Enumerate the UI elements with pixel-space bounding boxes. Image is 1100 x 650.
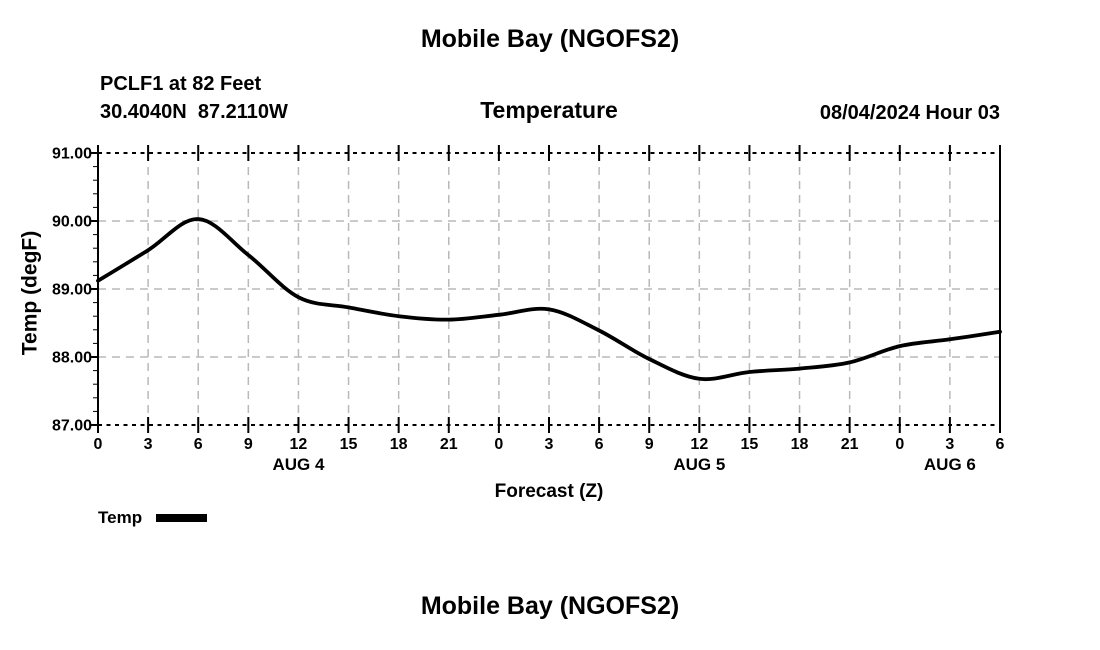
series — [96, 217, 1002, 382]
x-tick-label: 0 — [94, 436, 103, 453]
station-coordinates: 30.4040N 87.2110W — [100, 101, 288, 123]
x-tick-label: 6 — [595, 436, 604, 453]
y-tick-label: 91.00 — [52, 146, 92, 163]
x-tick-label: 15 — [340, 436, 358, 453]
x-tick-label: 3 — [945, 436, 954, 453]
next-page-title: Mobile Bay (NGOFS2) — [420, 592, 680, 620]
station-name: PCLF1 at 82 Feet — [100, 73, 262, 95]
y-tick-labels: 87.00 88.00 89.00 90.00 91.00 — [52, 146, 92, 435]
y-tick-label: 90.00 — [52, 214, 92, 231]
day-label: AUG 6 — [924, 455, 976, 474]
day-labels: AUG 4 AUG 5 AUG 6 — [272, 455, 975, 474]
x-tick-label: 21 — [841, 436, 859, 453]
x-tick-label: 0 — [895, 436, 904, 453]
legend-line-swatch — [156, 513, 208, 522]
temp-curve — [96, 217, 1002, 382]
x-tick-label: 3 — [545, 436, 554, 453]
page-title: Mobile Bay (NGOFS2) — [420, 25, 680, 53]
x-tick-label: 12 — [290, 436, 308, 453]
tick-marks — [90, 145, 1001, 433]
legend-label: Temp — [98, 508, 143, 527]
legend: Temp — [98, 508, 208, 527]
gridlines — [98, 153, 1000, 425]
x-tick-label: 9 — [244, 436, 253, 453]
y-tick-label: 87.00 — [52, 418, 92, 435]
x-tick-label: 15 — [741, 436, 759, 453]
x-tick-label: 0 — [494, 436, 503, 453]
x-tick-label: 18 — [791, 436, 809, 453]
x-axis-label: Forecast (Z) — [494, 481, 604, 502]
x-tick-labels: 0 3 6 9 12 15 18 21 0 3 6 9 12 15 18 21 0 3 6 — [94, 436, 1005, 453]
day-label: AUG 4 — [272, 455, 325, 474]
x-tick-label: 12 — [690, 436, 708, 453]
x-tick-label: 18 — [390, 436, 408, 453]
x-tick-label: 21 — [440, 436, 458, 453]
x-tick-label: 6 — [996, 436, 1005, 453]
x-tick-label: 6 — [194, 436, 203, 453]
day-label: AUG 5 — [673, 455, 725, 474]
y-tick-label: 88.00 — [52, 350, 92, 367]
y-tick-label: 89.00 — [52, 282, 92, 299]
x-tick-label: 3 — [144, 436, 153, 453]
x-tick-label: 9 — [645, 436, 654, 453]
